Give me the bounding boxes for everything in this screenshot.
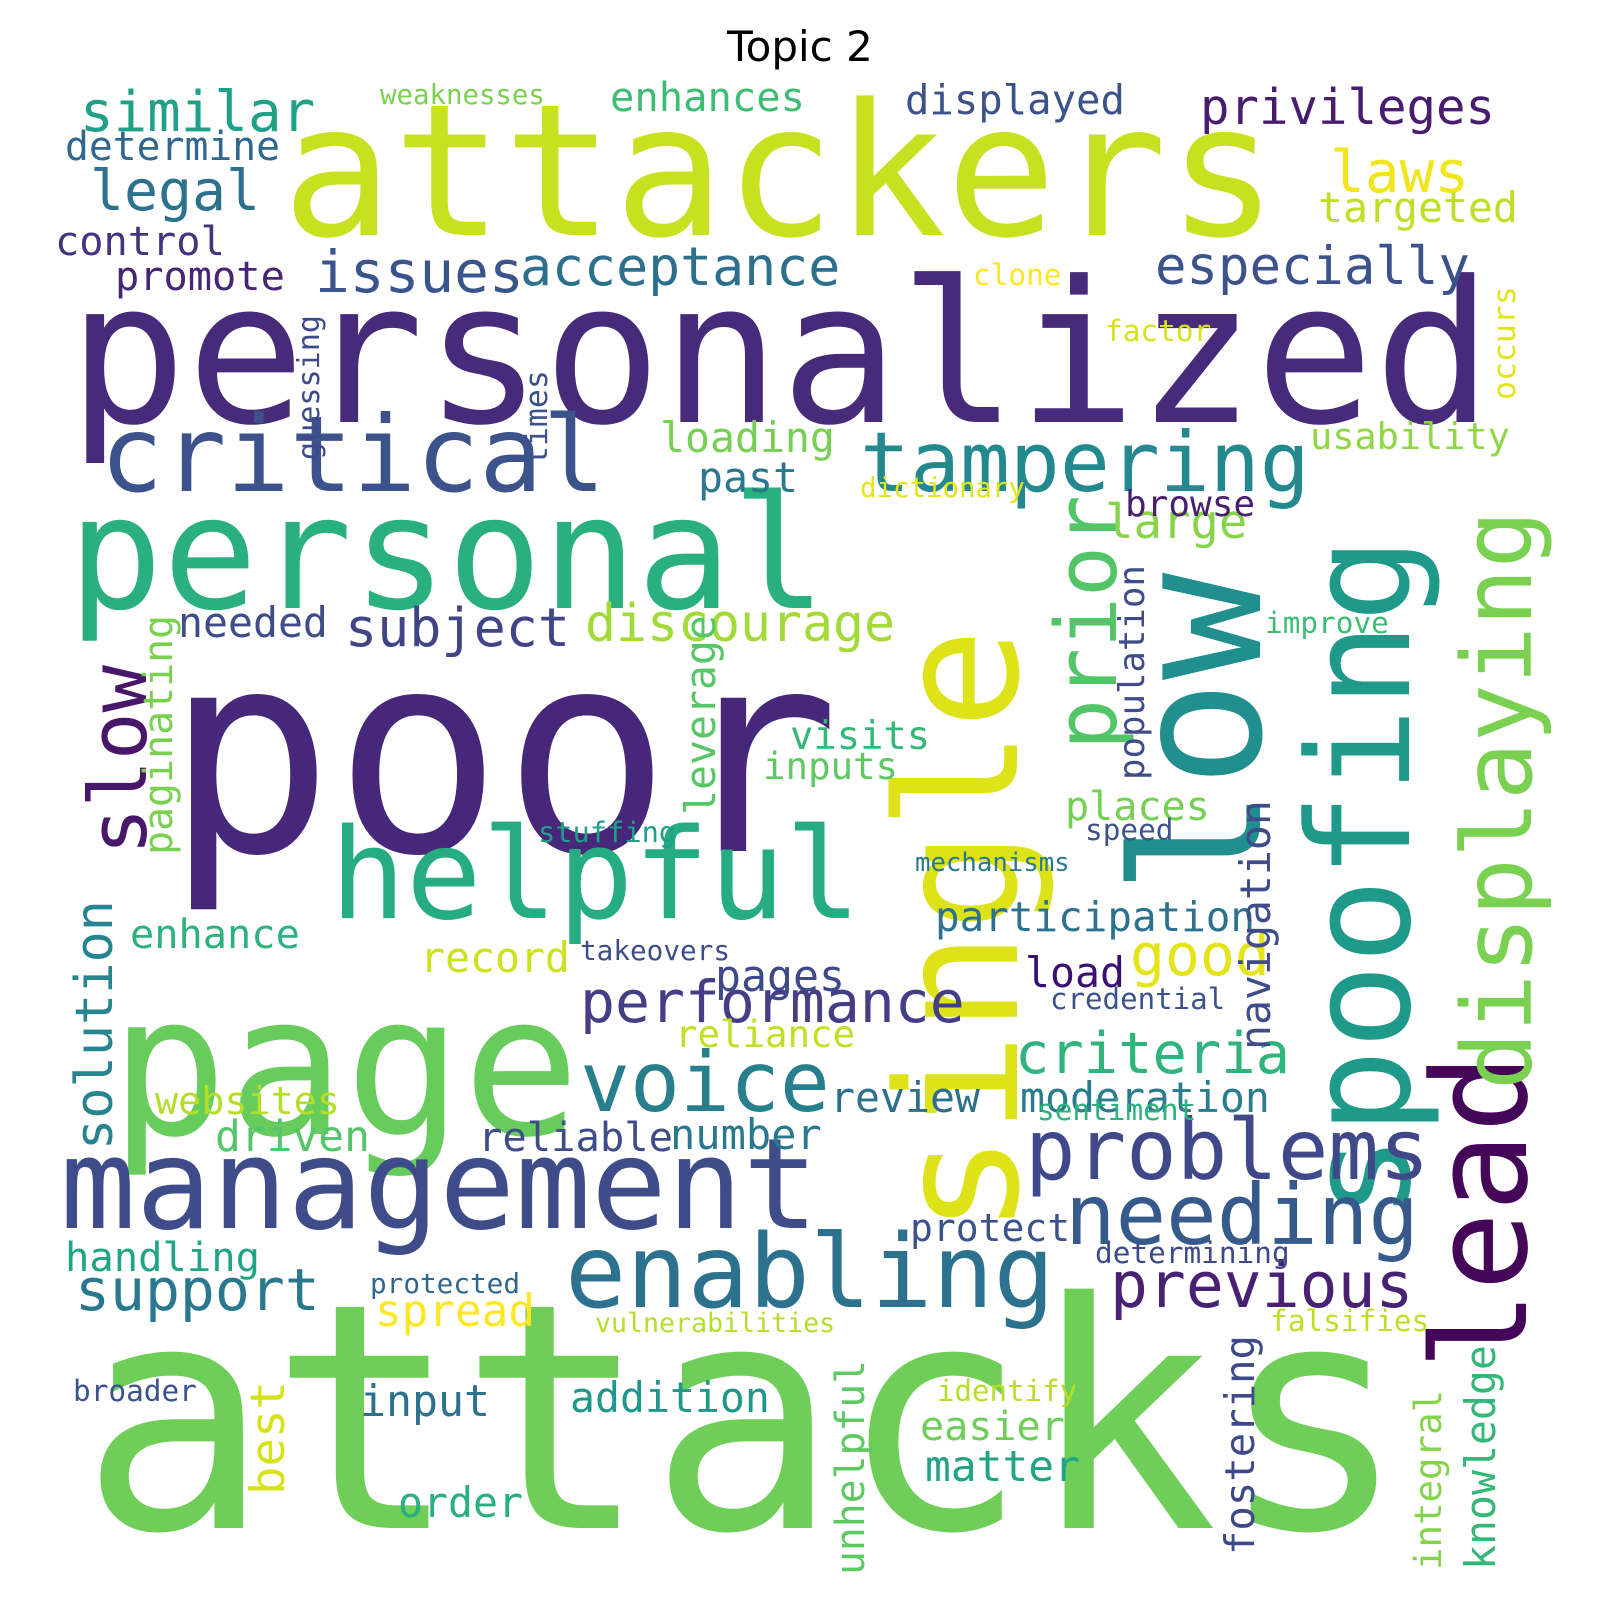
word-subject: subject: [345, 595, 571, 659]
word-unhelpful: unhelpful: [828, 1359, 874, 1575]
word-identify: identify: [937, 1374, 1078, 1409]
word-websites: websites: [155, 1079, 340, 1125]
word-guessing: guessing: [292, 315, 327, 460]
word-dictionary: dictionary: [860, 473, 1025, 505]
word-takeovers: takeovers: [580, 934, 731, 968]
word-reliable: reliable: [478, 1113, 674, 1162]
word-issues: issues: [315, 237, 524, 306]
word-record: record: [420, 932, 570, 982]
word-criteria: criteria: [1015, 1021, 1290, 1088]
word-credential: credential: [1050, 982, 1226, 1017]
word-occurs: occurs: [1487, 286, 1523, 400]
word-past: past: [698, 452, 798, 502]
word-mechanisms: mechanisms: [915, 848, 1070, 879]
word-problems: problems: [1025, 1101, 1430, 1199]
word-good: good: [1130, 920, 1270, 989]
word-support: support: [75, 1255, 320, 1324]
word-matter: matter: [925, 1442, 1080, 1493]
word-attackers: attackers: [282, 64, 1278, 279]
word-driven: driven: [215, 1112, 370, 1163]
word-integral: integral: [1406, 1389, 1450, 1570]
word-paginating: paginating: [136, 614, 182, 855]
word-order: order: [398, 1477, 523, 1527]
word-performance: performance: [580, 968, 965, 1037]
word-fostering: fostering: [1216, 1335, 1264, 1555]
word-vulnerabilities: vulnerabilities: [595, 1307, 836, 1339]
word-promote: promote: [115, 253, 285, 301]
word-navigation: navigation: [1231, 800, 1280, 1050]
word-acceptance: acceptance: [520, 235, 841, 298]
word-poor: poor: [165, 591, 840, 918]
word-browse: browse: [1125, 484, 1256, 525]
word-clone: clone: [973, 258, 1062, 293]
word-moderation: moderation: [1020, 1072, 1270, 1122]
word-legal: legal: [90, 159, 261, 225]
word-population: population: [1112, 565, 1153, 780]
word-displaying: displaying: [1442, 510, 1554, 1090]
word-reliance: reliance: [675, 1012, 856, 1057]
word-especially: especially: [1155, 236, 1470, 298]
word-sentiment: sentiment: [1037, 1093, 1197, 1128]
word-lead: lead: [1404, 1053, 1557, 1370]
word-visits: visits: [790, 714, 931, 760]
word-input: input: [360, 1376, 491, 1427]
word-solution: solution: [65, 900, 125, 1150]
word-determine: determine: [65, 123, 281, 170]
word-broader: broader: [73, 1374, 197, 1409]
word-determining: determining: [1095, 1236, 1290, 1271]
word-personal: personal: [68, 463, 827, 647]
word-loading: loading: [660, 412, 835, 462]
word-easier: easier: [920, 1404, 1065, 1451]
word-needed: needed: [178, 597, 328, 647]
word-personalized: personalized: [68, 239, 1493, 470]
word-protected: protected: [370, 1267, 521, 1301]
word-control: control: [55, 218, 225, 266]
word-laws: laws: [1330, 137, 1470, 206]
word-handling: handling: [65, 1233, 261, 1282]
chart-title: Topic 2: [727, 22, 873, 71]
word-falsifies: falsifies: [1270, 1304, 1430, 1339]
word-voice: voice: [580, 1033, 830, 1131]
word-load: load: [1025, 947, 1125, 997]
word-places: places: [1065, 784, 1210, 831]
word-discourage: discourage: [585, 594, 896, 655]
word-privileges: privileges: [1200, 79, 1496, 136]
word-usability: usability: [1310, 415, 1510, 459]
word-leverage: leverage: [676, 615, 725, 815]
word-times: times: [519, 370, 555, 465]
word-tampering: tampering: [860, 413, 1310, 511]
word-participation: participation: [935, 893, 1256, 942]
word-addition: addition: [570, 1372, 770, 1422]
word-critical: critical: [100, 393, 606, 516]
word-management: management: [60, 1111, 819, 1258]
word-page: page: [110, 953, 581, 1181]
word-improve: improve: [1265, 606, 1389, 641]
word-weaknesses: weaknesses: [380, 80, 545, 112]
word-spread: spread: [375, 1286, 536, 1338]
word-enhance: enhance: [130, 911, 300, 959]
word-pages: pages: [715, 951, 846, 1002]
word-review: review: [830, 1072, 980, 1122]
word-best: best: [241, 1381, 296, 1495]
word-protect: protect: [910, 1205, 1071, 1250]
word-helpful: helpful: [330, 801, 862, 948]
word-inputs: inputs: [763, 744, 899, 789]
word-previous: previous: [1110, 1248, 1414, 1322]
word-stuffing: stuffing: [538, 814, 677, 849]
word-enhances: enhances: [610, 73, 806, 122]
word-large: large: [1105, 494, 1248, 550]
word-targeted: targeted: [1318, 182, 1518, 232]
word-knowledge: knowledge: [1456, 1345, 1505, 1570]
word-displayed: displayed: [905, 76, 1125, 125]
word-number: number: [670, 1110, 822, 1159]
word-similar: similar: [80, 79, 316, 145]
word-speed: speed: [1085, 813, 1174, 848]
word-needing: needing: [1065, 1166, 1420, 1264]
word-attacks: attacks: [80, 1236, 1408, 1600]
word-factor: factor: [1105, 314, 1212, 349]
word-enabling: enabling: [565, 1212, 1055, 1331]
